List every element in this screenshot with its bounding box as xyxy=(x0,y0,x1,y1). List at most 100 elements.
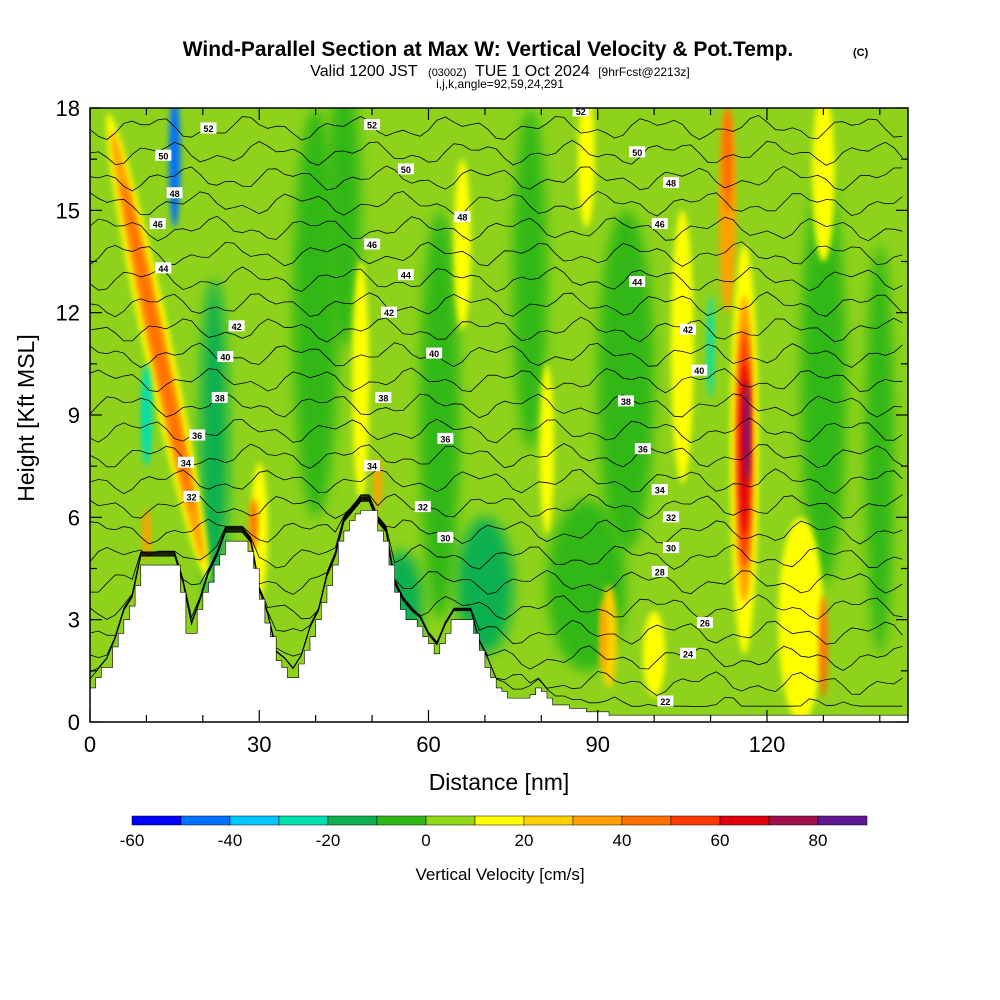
theta-label: 44 xyxy=(155,262,172,274)
velocity-cell xyxy=(865,244,894,654)
theta-line xyxy=(90,291,903,318)
subtitle-forecast: [9hrFcst@2213z] xyxy=(598,65,690,79)
svg-text:44: 44 xyxy=(158,264,168,274)
theta-label: 32 xyxy=(183,490,200,502)
theta-label: 38 xyxy=(375,391,392,403)
svg-text:40: 40 xyxy=(429,349,439,359)
svg-text:32: 32 xyxy=(418,503,428,513)
velocity-cell xyxy=(800,176,846,586)
theta-label: 52 xyxy=(572,107,589,117)
svg-text:46: 46 xyxy=(367,240,377,250)
svg-text:42: 42 xyxy=(384,308,394,318)
x-tick-label: 60 xyxy=(416,732,440,757)
theta-label: 34 xyxy=(364,460,381,472)
y-tick-label: 0 xyxy=(68,710,80,735)
colorbar-swatch xyxy=(131,815,182,826)
theta-label: 42 xyxy=(380,306,397,318)
colorbar-swatch xyxy=(376,815,427,826)
velocity-cell xyxy=(140,363,153,467)
colorbar: -60 -40 -20 0 20 40 60 80 xyxy=(120,815,868,850)
velocity-cell xyxy=(513,108,547,450)
theta-line xyxy=(90,417,903,444)
svg-text:26: 26 xyxy=(700,619,710,629)
svg-text:36: 36 xyxy=(638,445,648,455)
subtitle-date: TUE 1 Oct 2024 xyxy=(475,63,590,80)
theta-label: 40 xyxy=(691,364,708,376)
velocity-cell xyxy=(453,159,471,330)
svg-text:50: 50 xyxy=(158,151,168,161)
svg-text:38: 38 xyxy=(215,393,225,403)
svg-text:30: 30 xyxy=(440,533,450,543)
velocity-cell xyxy=(293,108,339,518)
y-tick-label: 3 xyxy=(68,608,80,633)
copyright-mark: (C) xyxy=(853,47,869,59)
theta-label: 46 xyxy=(149,217,166,229)
theta-label: 50 xyxy=(397,163,414,175)
velocity-cell xyxy=(642,611,666,697)
svg-text:48: 48 xyxy=(457,213,467,223)
x-tick-label: 30 xyxy=(247,732,271,757)
theta-label: 44 xyxy=(629,275,646,287)
svg-text:38: 38 xyxy=(621,397,631,407)
theta-label: 36 xyxy=(437,432,454,444)
colorbar-swatch xyxy=(817,815,868,826)
x-axis: 0 30 60 90 120 xyxy=(84,108,881,757)
velocity-cell xyxy=(597,210,655,552)
theta-label: 32 xyxy=(414,501,431,513)
svg-text:32: 32 xyxy=(666,513,676,523)
x-tick-label: 0 xyxy=(84,732,96,757)
colorbar-tick-label: 60 xyxy=(711,831,730,850)
colorbar-swatch xyxy=(474,815,525,826)
svg-text:36: 36 xyxy=(192,431,202,441)
velocity-cell xyxy=(671,210,694,484)
colorbar-swatch xyxy=(719,815,770,826)
theta-line xyxy=(90,443,903,469)
theta-line xyxy=(90,468,903,495)
svg-text:44: 44 xyxy=(632,277,642,287)
velocity-cell xyxy=(420,210,460,620)
velocity-cell xyxy=(326,108,361,347)
velocity-cell xyxy=(599,602,607,671)
colorbar-swatch xyxy=(523,815,574,826)
colorbar-tick-label: 20 xyxy=(515,831,534,850)
svg-text:24: 24 xyxy=(683,649,693,659)
theta-line xyxy=(90,114,903,141)
svg-text:42: 42 xyxy=(683,325,693,335)
velocity-cell xyxy=(142,508,151,560)
theta-line xyxy=(90,215,903,242)
velocity-cell xyxy=(577,108,595,228)
colorbar-tick-label: 80 xyxy=(809,831,828,850)
colorbar-swatch xyxy=(278,815,329,826)
svg-text:52: 52 xyxy=(203,124,213,134)
theta-label: 38 xyxy=(211,391,228,403)
velocity-cell xyxy=(352,261,370,501)
x-tick-label: 120 xyxy=(749,732,786,757)
terrain-mask xyxy=(90,510,908,722)
theta-line xyxy=(90,316,903,343)
svg-text:52: 52 xyxy=(576,107,586,117)
y-tick-label: 6 xyxy=(68,505,80,530)
velocity-cell xyxy=(744,380,750,484)
x-tick-label: 90 xyxy=(585,732,609,757)
theta-label: 34 xyxy=(651,484,668,496)
colorbar-swatch xyxy=(768,815,819,826)
svg-text:50: 50 xyxy=(632,148,642,158)
theta-label: 28 xyxy=(651,565,668,577)
theta-label: 30 xyxy=(663,542,680,554)
theta-label: 26 xyxy=(696,617,713,629)
svg-text:34: 34 xyxy=(367,462,377,472)
colorbar-tick-label: -20 xyxy=(316,831,341,850)
theta-label: 52 xyxy=(364,119,381,131)
theta-line xyxy=(90,493,903,520)
svg-text:48: 48 xyxy=(170,189,180,199)
svg-text:48: 48 xyxy=(666,179,676,189)
colorbar-swatch xyxy=(327,815,378,826)
y-tick-label: 9 xyxy=(68,403,80,428)
theta-label: 42 xyxy=(228,320,245,332)
subtitle-valid: Valid 1200 JST xyxy=(310,63,418,80)
svg-text:34: 34 xyxy=(181,458,191,468)
theta-label: 46 xyxy=(364,238,381,250)
velocity-field xyxy=(106,108,894,722)
theta-line xyxy=(90,190,903,217)
velocity-cell xyxy=(200,278,229,620)
